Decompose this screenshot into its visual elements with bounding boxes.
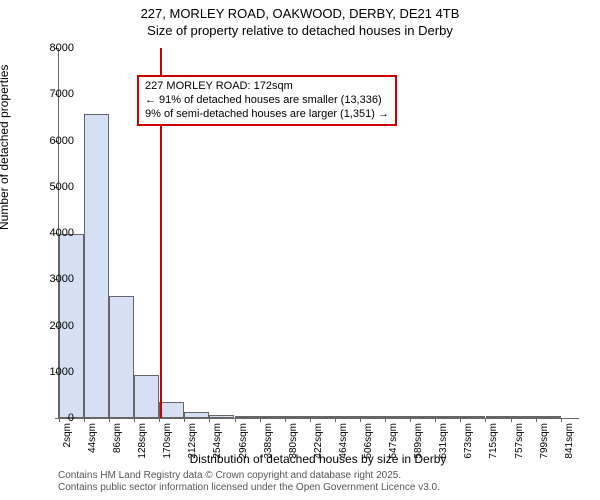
x-tick	[335, 418, 336, 422]
callout-line-3: 9% of semi-detached houses are larger (1…	[145, 108, 389, 122]
histogram-bar	[536, 416, 561, 418]
histogram-bar	[260, 416, 285, 418]
histogram-bar	[460, 416, 485, 418]
x-tick	[59, 418, 60, 422]
x-tick	[235, 418, 236, 422]
histogram-bar	[410, 416, 435, 418]
histogram-bar	[184, 412, 209, 418]
x-axis-label: Distribution of detached houses by size …	[58, 452, 578, 466]
x-tick	[360, 418, 361, 422]
y-tick-label: 3000	[50, 273, 74, 285]
histogram-bar	[159, 402, 184, 418]
x-tick-label: 44sqm	[87, 423, 98, 453]
y-axis-label: Number of detached properties	[0, 65, 11, 230]
chart-title: 227, MORLEY ROAD, OAKWOOD, DERBY, DE21 4…	[0, 0, 600, 40]
attribution-footer: Contains HM Land Registry data © Crown c…	[58, 470, 440, 494]
x-tick	[561, 418, 562, 422]
y-tick-label: 0	[68, 412, 74, 424]
histogram-bar	[235, 416, 260, 418]
x-tick	[385, 418, 386, 422]
footer-line-2: Contains public sector information licen…	[58, 482, 440, 494]
histogram-bar	[435, 416, 460, 418]
x-tick-label: 86sqm	[112, 423, 123, 453]
y-tick-label: 7000	[50, 88, 74, 100]
x-tick	[134, 418, 135, 422]
y-tick-label: 6000	[50, 135, 74, 147]
y-tick-label: 5000	[50, 181, 74, 193]
title-line-1: 227, MORLEY ROAD, OAKWOOD, DERBY, DE21 4…	[0, 6, 600, 23]
y-tick-label: 1000	[50, 366, 74, 378]
x-tick	[435, 418, 436, 422]
x-tick-label: 2sqm	[62, 423, 73, 447]
histogram-bar	[360, 416, 385, 418]
histogram-bar	[310, 416, 335, 418]
histogram-bar	[511, 416, 536, 418]
plot-area: 2sqm44sqm86sqm128sqm170sqm212sqm254sqm29…	[58, 48, 579, 419]
x-tick	[485, 418, 486, 422]
histogram-bar	[335, 416, 360, 418]
title-line-2: Size of property relative to detached ho…	[0, 23, 600, 40]
histogram-bar	[109, 296, 134, 418]
x-tick	[285, 418, 286, 422]
x-tick	[159, 418, 160, 422]
y-tick-label: 4000	[50, 227, 74, 239]
x-tick	[184, 418, 185, 422]
x-tick	[109, 418, 110, 422]
x-tick	[310, 418, 311, 422]
y-tick-label: 2000	[50, 320, 74, 332]
x-tick	[84, 418, 85, 422]
x-tick	[460, 418, 461, 422]
histogram-bar	[385, 416, 410, 418]
footer-line-1: Contains HM Land Registry data © Crown c…	[58, 470, 440, 482]
y-tick-label: 8000	[50, 42, 74, 54]
chart-container: 227, MORLEY ROAD, OAKWOOD, DERBY, DE21 4…	[0, 0, 600, 500]
x-tick	[511, 418, 512, 422]
histogram-bar	[134, 375, 159, 418]
histogram-bar	[486, 416, 511, 418]
x-tick	[260, 418, 261, 422]
histogram-bar	[285, 416, 310, 418]
x-tick	[209, 418, 210, 422]
x-tick	[410, 418, 411, 422]
callout-line-1: 227 MORLEY ROAD: 172sqm	[145, 80, 389, 94]
callout-line-2: ← 91% of detached houses are smaller (13…	[145, 94, 389, 108]
histogram-bar	[84, 114, 109, 418]
property-callout: 227 MORLEY ROAD: 172sqm← 91% of detached…	[137, 75, 397, 126]
x-tick	[536, 418, 537, 422]
histogram-bar	[209, 415, 234, 418]
